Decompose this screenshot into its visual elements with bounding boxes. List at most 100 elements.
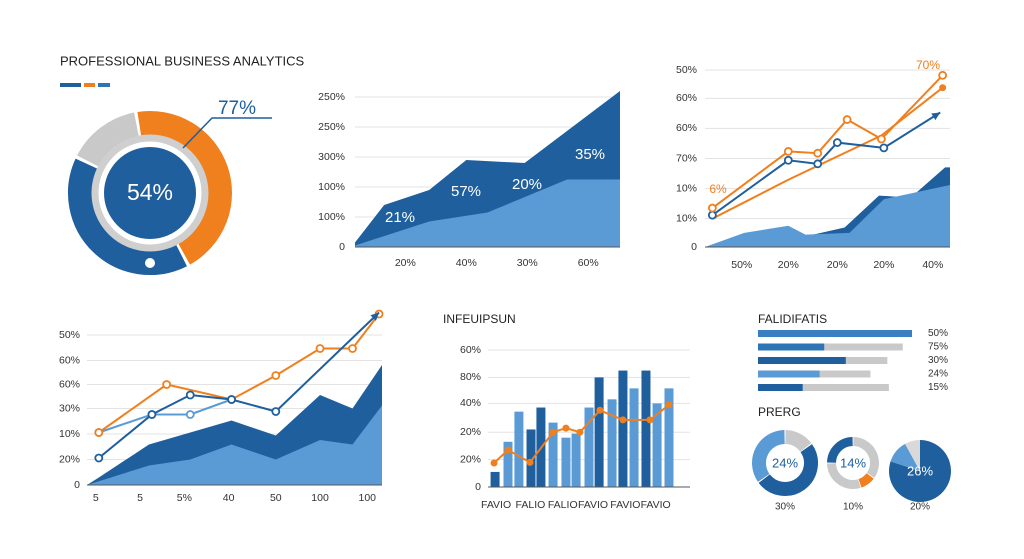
- line-marker: [842, 115, 852, 124]
- line: [711, 74, 944, 209]
- bar: [584, 407, 594, 487]
- bar: [571, 433, 581, 487]
- arrow-head: [370, 312, 380, 321]
- x-tick-label: FAVIO: [481, 499, 511, 511]
- bar-track: [758, 384, 889, 391]
- callout-line: [182, 117, 272, 149]
- bar: [607, 399, 617, 487]
- y-tick-label: 60%: [676, 92, 697, 104]
- line: [98, 398, 232, 434]
- x-tick-label: 100: [311, 492, 329, 504]
- line-marker: [490, 459, 498, 467]
- y-tick-label: 60%: [59, 378, 80, 390]
- line-marker: [94, 453, 104, 463]
- donut-segment: [827, 462, 861, 489]
- bar: [758, 343, 825, 351]
- x-tick-label: FALIO: [548, 499, 578, 511]
- y-tick-label: 60%: [460, 344, 481, 356]
- line-marker: [832, 138, 842, 147]
- line: [711, 111, 941, 216]
- line-marker: [646, 416, 654, 424]
- area: [705, 185, 950, 247]
- y-tick-label: 0: [691, 241, 697, 253]
- line-marker: [94, 428, 104, 437]
- x-tick-label: 5: [137, 492, 143, 504]
- x-tick-label: 30%: [517, 257, 538, 269]
- x-tick-label: 60%: [578, 257, 599, 269]
- annotation: 6%: [709, 182, 727, 196]
- line: [98, 311, 380, 459]
- callout-label: 77%: [218, 98, 256, 119]
- line-marker: [315, 344, 325, 353]
- line-marker: [562, 424, 570, 432]
- y-tick-label: 50%: [59, 329, 80, 341]
- donut-segment: [827, 437, 854, 464]
- center-label: 54%: [127, 179, 173, 205]
- x-tick-label: 100: [358, 492, 376, 504]
- donut-caption: 20%: [910, 502, 930, 513]
- y-tick-label: 10%: [676, 212, 697, 224]
- y-tick-label: 10%: [676, 182, 697, 194]
- y-tick-label: 0: [475, 481, 481, 493]
- line-marker: [549, 428, 557, 436]
- line: [711, 86, 944, 220]
- bar-label: 15%: [928, 382, 948, 393]
- x-tick-label: 20%: [395, 257, 416, 269]
- center-label: 26%: [907, 463, 933, 478]
- bar: [561, 437, 571, 487]
- donut-segment: [858, 472, 874, 488]
- y-tick-label: 0: [74, 479, 80, 491]
- y-tick-label: 250%: [318, 121, 345, 133]
- y-tick-label: 80%: [460, 371, 481, 383]
- bar: [664, 388, 674, 487]
- donut-segment: [752, 430, 786, 482]
- dashboard-title: PROFESSIONAL BUSINESS ANALYTICS: [60, 53, 305, 68]
- x-tick-label: 40: [223, 492, 235, 504]
- donut-caption: 30%: [775, 502, 795, 513]
- y-tick-label: 60%: [676, 122, 697, 134]
- donut-segment: [889, 440, 951, 502]
- x-tick-label: 40%: [456, 257, 477, 269]
- bar: [490, 471, 500, 487]
- line-marker: [665, 401, 673, 409]
- bar: [526, 429, 536, 487]
- swatch: [60, 83, 81, 87]
- x-tick-label: 50%: [731, 259, 752, 271]
- bar-label: 24%: [928, 369, 948, 380]
- bar: [758, 384, 803, 391]
- line-marker: [879, 143, 889, 153]
- x-tick-label: 20%: [778, 259, 799, 271]
- swatch: [98, 83, 110, 87]
- annotation: 70%: [916, 58, 940, 72]
- bar: [594, 377, 604, 487]
- inner-disc: [104, 147, 196, 239]
- x-tick-label: 40%: [922, 259, 943, 271]
- swatch: [84, 83, 95, 87]
- line-marker: [185, 390, 195, 400]
- donut-caption: 10%: [843, 502, 863, 513]
- y-tick-label: 250%: [318, 91, 345, 103]
- panel-title: PRERG: [758, 405, 801, 419]
- panel-title: FALIDIFATIS: [758, 312, 827, 326]
- x-tick-label: 5%: [177, 492, 192, 504]
- area: [87, 405, 382, 485]
- line-marker: [707, 203, 717, 213]
- bar: [758, 357, 846, 364]
- line-marker: [185, 410, 195, 419]
- line-marker: [813, 159, 823, 169]
- line-marker: [504, 446, 512, 454]
- line-marker: [348, 344, 357, 353]
- line-marker: [526, 458, 534, 466]
- bar-label: 30%: [928, 355, 948, 366]
- y-tick-label: 70%: [676, 152, 697, 164]
- bar-track: [758, 343, 903, 351]
- line-marker: [147, 410, 157, 419]
- line-marker: [271, 371, 281, 380]
- line-marker: [576, 428, 584, 436]
- donut-segment: [890, 443, 922, 473]
- line-marker: [596, 406, 604, 414]
- annotation: 21%: [385, 209, 415, 226]
- donut-segment: [137, 111, 232, 265]
- line-marker: [707, 210, 717, 220]
